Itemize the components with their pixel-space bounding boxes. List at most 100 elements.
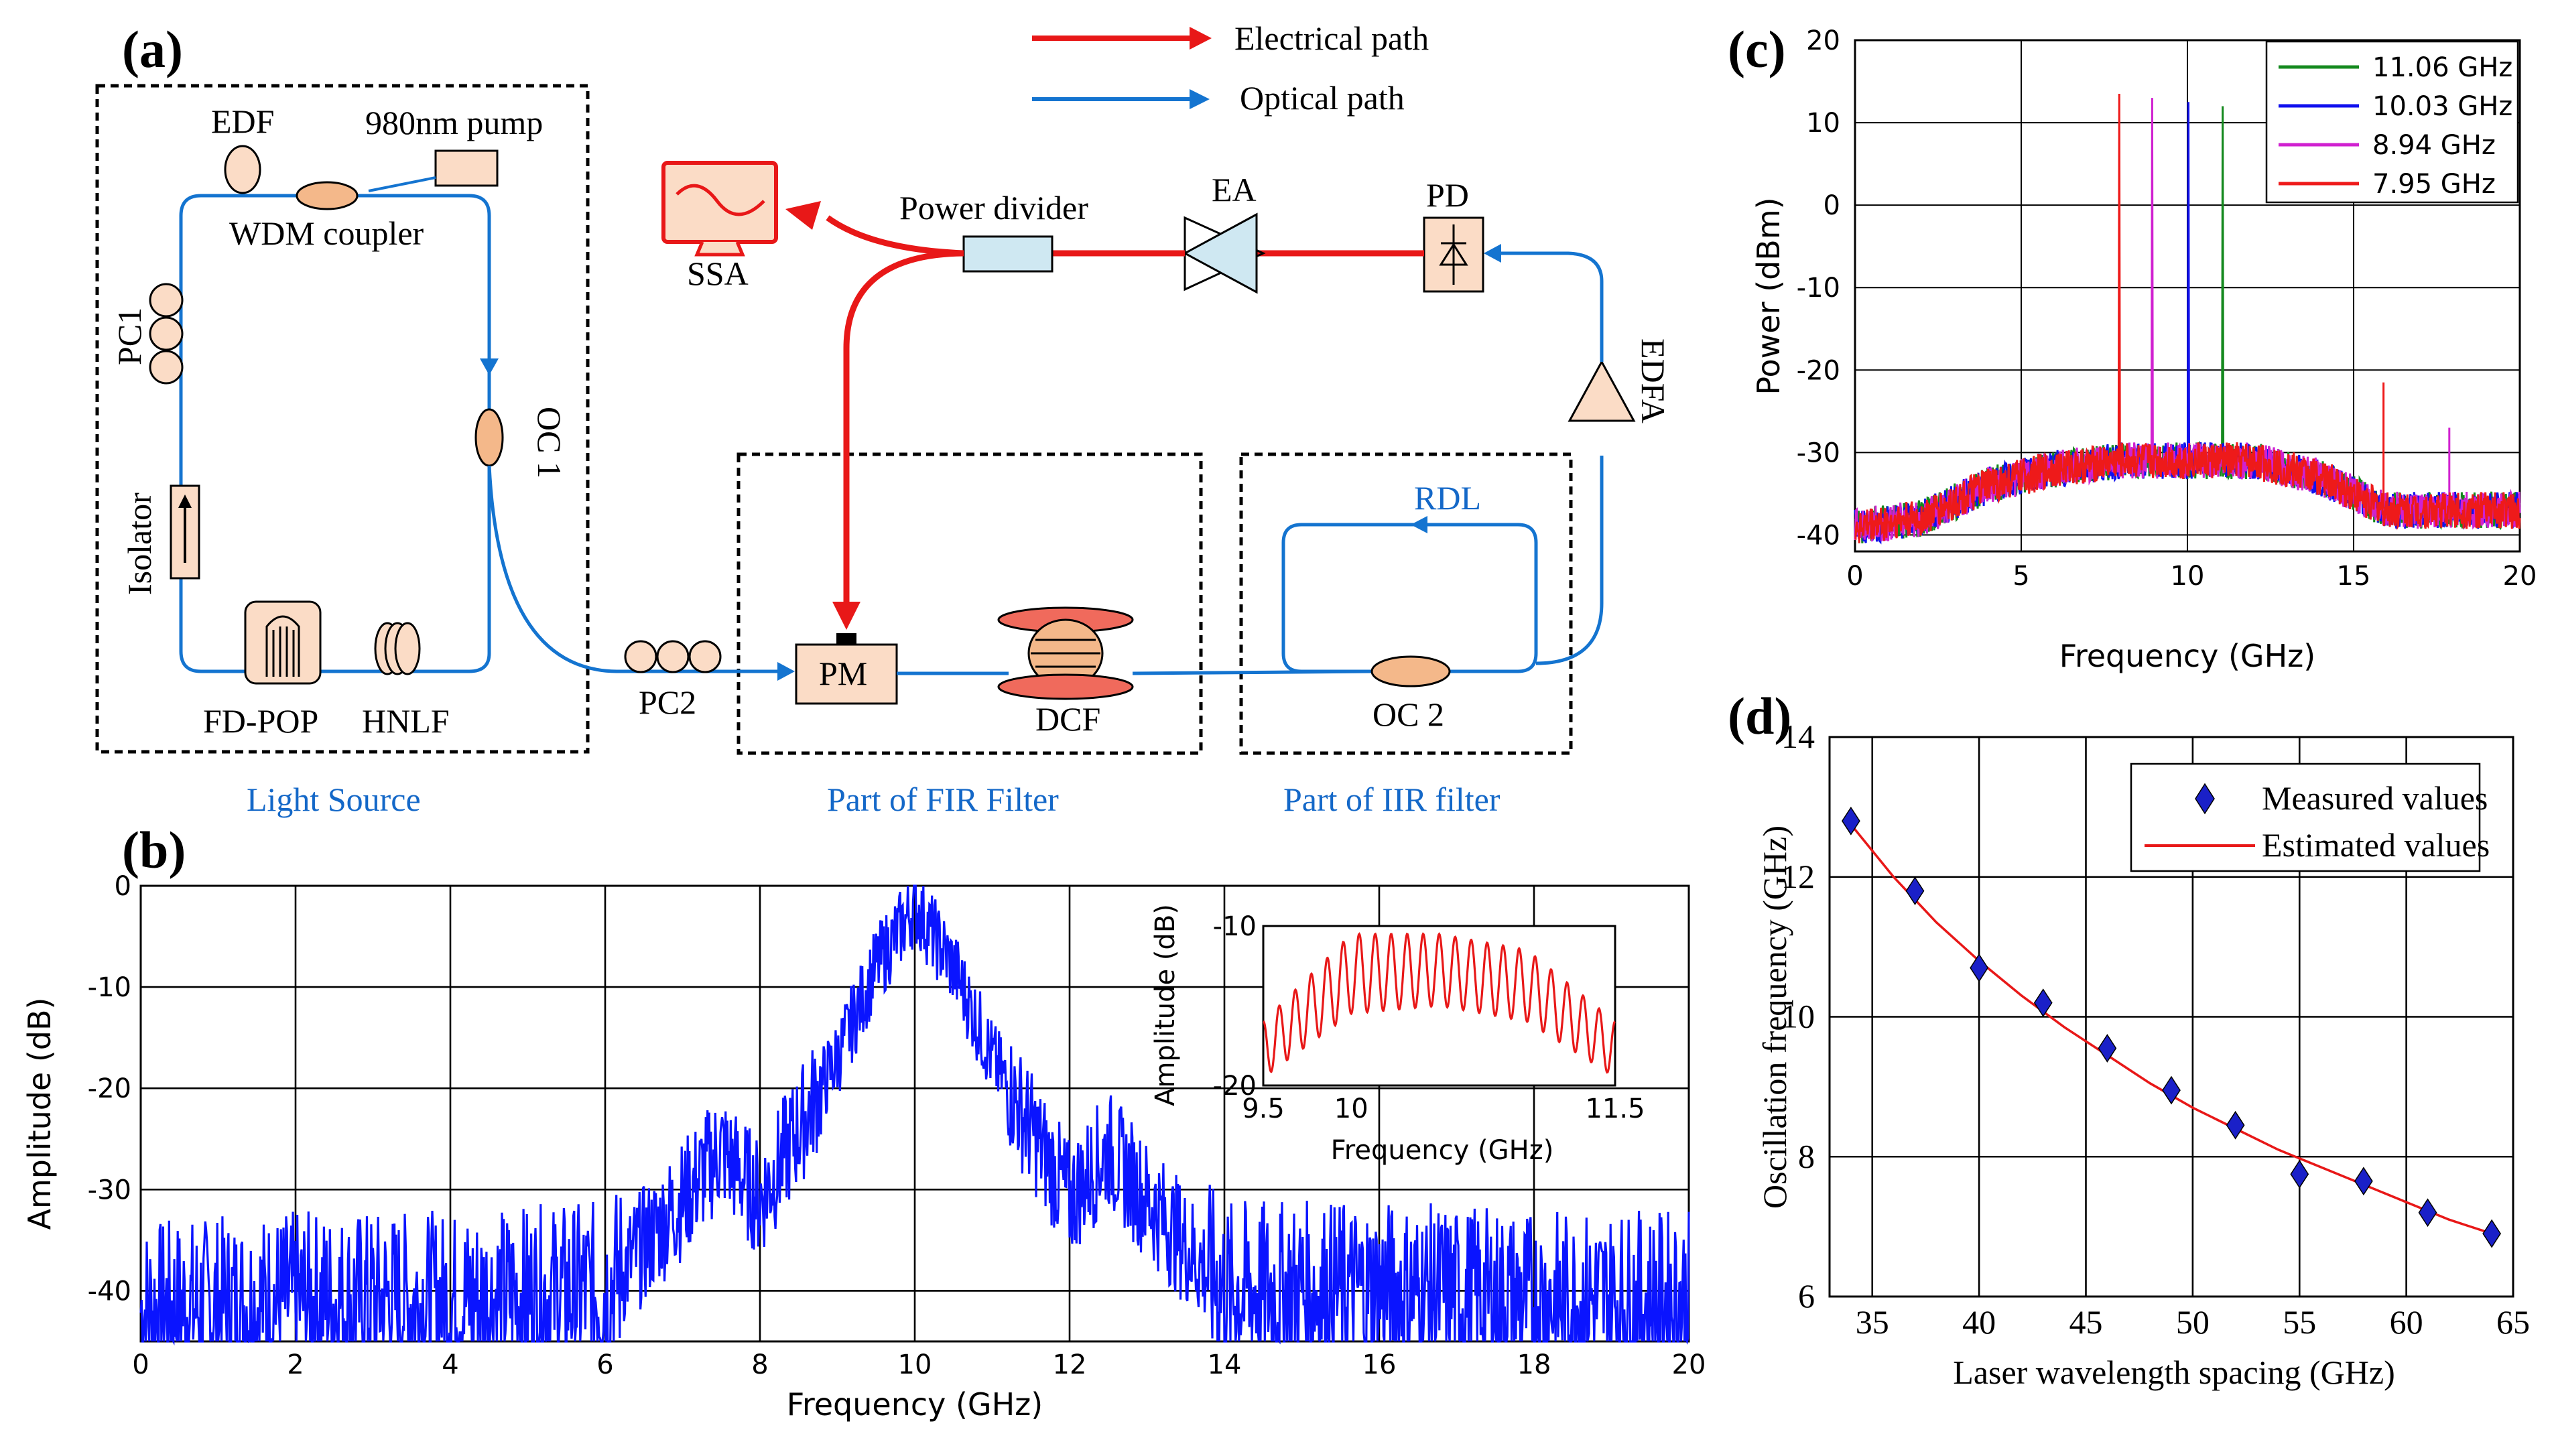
dcf-winding-icon <box>1031 639 1100 668</box>
panel-c-chart: (c) 0 5 10 15 20 20 10 0 -10 -20 -30 -40 Frequency… <box>1728 20 2537 674</box>
measured-point <box>2290 1159 2309 1189</box>
dcf-bottom-flange <box>997 673 1134 700</box>
pd-input-arrow <box>1484 244 1501 263</box>
oc2-component <box>1370 655 1451 687</box>
edfa-label: EDFA <box>1635 338 1672 423</box>
plot-d-measured-points <box>1841 806 2502 1248</box>
panel-a: (a) Electrical path Optical path EDF 980… <box>95 19 1672 818</box>
pc1-paddle-1 <box>149 283 184 318</box>
plot-c-legend-label: 8.94 GHz <box>2372 130 2496 161</box>
power-divider-component <box>962 235 1053 273</box>
plot-c-y-tick-label: -40 <box>1797 520 1840 551</box>
iir-filter-box <box>1239 452 1573 755</box>
plot-b-x-tick-label: 18 <box>1517 1349 1551 1380</box>
fd-pop-component <box>244 600 322 685</box>
plot-d-y-axis-label: Oscillation frequency (GHz) <box>1756 825 1793 1209</box>
plot-c-legend-label: 7.95 GHz <box>2372 169 2496 200</box>
plot-c-y-tick-label: 10 <box>1806 108 1840 139</box>
oc1-to-pm-fiber <box>487 465 791 673</box>
pc2-paddle-3 <box>688 640 722 673</box>
plot-b-x-tick-label: 16 <box>1362 1349 1397 1380</box>
plot-d-y-tick-label: 14 <box>1781 718 1815 755</box>
panel-label-a: (a) <box>122 20 183 78</box>
panel-b-chart: (b) 0 2 4 6 8 10 12 14 16 18 20 0 -10 -20 -30 -40 Freq… <box>21 821 1706 1422</box>
plot-b-x-tick-label: 6 <box>596 1349 613 1380</box>
measured-point <box>1970 953 1989 982</box>
legend-estimated-label: Estimated values <box>2262 826 2490 864</box>
pc1-paddle-3 <box>149 350 184 385</box>
plot-c-x-tick-label: 10 <box>2171 561 2205 592</box>
pc2-paddle-1 <box>624 640 657 673</box>
plot-d-x-tick-label: 65 <box>2496 1303 2530 1341</box>
plot-b-x-tick-label: 20 <box>1672 1349 1706 1380</box>
plot-c-y-tick-label: 20 <box>1806 25 1840 56</box>
optical-path-legend-label: Optical path <box>1240 79 1405 117</box>
edfa-to-pd-fiber <box>1496 251 1604 362</box>
inset-ticks: 9.5 10 11.5 -10 -20 <box>1213 911 1645 1124</box>
pump-feed-line <box>368 176 436 192</box>
electrical-path-legend-arrow <box>1190 27 1212 50</box>
iir-filter-caption: Part of IIR filter <box>1283 781 1501 818</box>
plot-d-y-tick-label: 8 <box>1798 1137 1815 1175</box>
plot-b-x-tick-label: 2 <box>287 1349 304 1380</box>
legend-measured-marker-icon <box>2195 783 2215 815</box>
isolator-label: Isolator <box>121 492 158 595</box>
pm-rf-arrow-head <box>832 602 860 630</box>
fd-pop-fiber-icon <box>265 615 300 677</box>
legend-measured-label: Measured values <box>2262 779 2488 817</box>
plot-d-x-tick-label: 60 <box>2390 1303 2423 1341</box>
plot-b-y-axis-label: Amplitude (dB) <box>21 998 58 1230</box>
plot-c-x-tick-label: 15 <box>2337 561 2371 592</box>
plot-d-x-tick-label: 55 <box>2283 1303 2316 1341</box>
pm-rf-port <box>836 633 856 645</box>
fir-filter-caption: Part of FIR Filter <box>827 781 1059 818</box>
inset-y-tick-label: -10 <box>1213 911 1257 942</box>
inset-x-tick-label: 9.5 <box>1242 1094 1285 1124</box>
plot-c-x-axis-label: Frequency (GHz) <box>2059 638 2316 674</box>
plot-c-y-ticks: 20 10 0 -10 -20 -30 -40 <box>1797 25 1840 551</box>
inset-y-tick-label: -20 <box>1213 1071 1257 1102</box>
ssa-trace-icon <box>676 184 765 216</box>
plot-b-gridlines <box>141 886 1689 1341</box>
plot-c-y-axis-label: Power (dBm) <box>1750 197 1787 395</box>
plot-b-x-tick-label: 0 <box>132 1349 149 1380</box>
edf-component <box>224 145 261 194</box>
plot-c-legend-entries: 11.06 GHz 10.03 GHz 8.94 GHz 7.95 GHz <box>2279 52 2512 200</box>
plot-c-x-ticks: 0 5 10 15 20 <box>1846 561 2537 592</box>
dcf-label: DCF <box>1035 700 1100 738</box>
wdm-coupler-label: WDM coupler <box>229 214 424 252</box>
plot-b-amplitude-trace <box>139 884 1690 1345</box>
plot-c-x-tick-label: 20 <box>2503 561 2537 592</box>
hnlf-coil-3 <box>394 622 421 675</box>
inset-x-tick-label: 10 <box>1334 1094 1368 1124</box>
ring-direction-arrow <box>480 358 499 375</box>
pump-label: 980nm pump <box>365 104 543 141</box>
fd-pop-label: FD-POP <box>203 702 318 740</box>
plot-c-spectrum-traces <box>1854 93 2521 545</box>
panel-label-d: (d) <box>1728 687 1791 745</box>
light-source-caption: Light Source <box>247 781 421 818</box>
divider-to-pm-wire <box>843 250 964 606</box>
measured-point <box>2033 988 2053 1018</box>
plot-d-x-tick-label: 35 <box>1856 1303 1889 1341</box>
rdl-fiber-loop <box>1281 523 1538 673</box>
power-divider-label: Power divider <box>899 189 1088 226</box>
plot-c-legend-label: 10.03 GHz <box>2372 91 2512 122</box>
plot-d-x-tick-label: 40 <box>1962 1303 1996 1341</box>
measured-point <box>2418 1198 2437 1228</box>
plot-d-x-tick-label: 45 <box>2069 1303 2103 1341</box>
pc1-paddle-2 <box>149 316 184 351</box>
measured-point <box>1841 806 1860 836</box>
pump-component <box>434 149 499 187</box>
light-source-fiber-ring <box>179 194 491 673</box>
plot-b-y-ticks: 0 -10 -20 -30 -40 <box>88 871 131 1307</box>
inset-x-tick-label: 11.5 <box>1585 1094 1645 1124</box>
panel-d-chart: (d) 35 40 45 50 55 60 65 6 8 10 12 14 Laser wavele… <box>1728 687 2530 1391</box>
plot-c-y-tick-label: -20 <box>1797 355 1840 386</box>
fir-filter-box <box>737 452 1203 755</box>
electrical-path-legend-label: Electrical path <box>1234 19 1429 57</box>
plot-c-y-tick-label: -30 <box>1797 438 1840 468</box>
ssa-arrow-head <box>785 201 821 230</box>
edf-label: EDF <box>211 103 274 140</box>
oc2-label: OC 2 <box>1372 696 1444 733</box>
